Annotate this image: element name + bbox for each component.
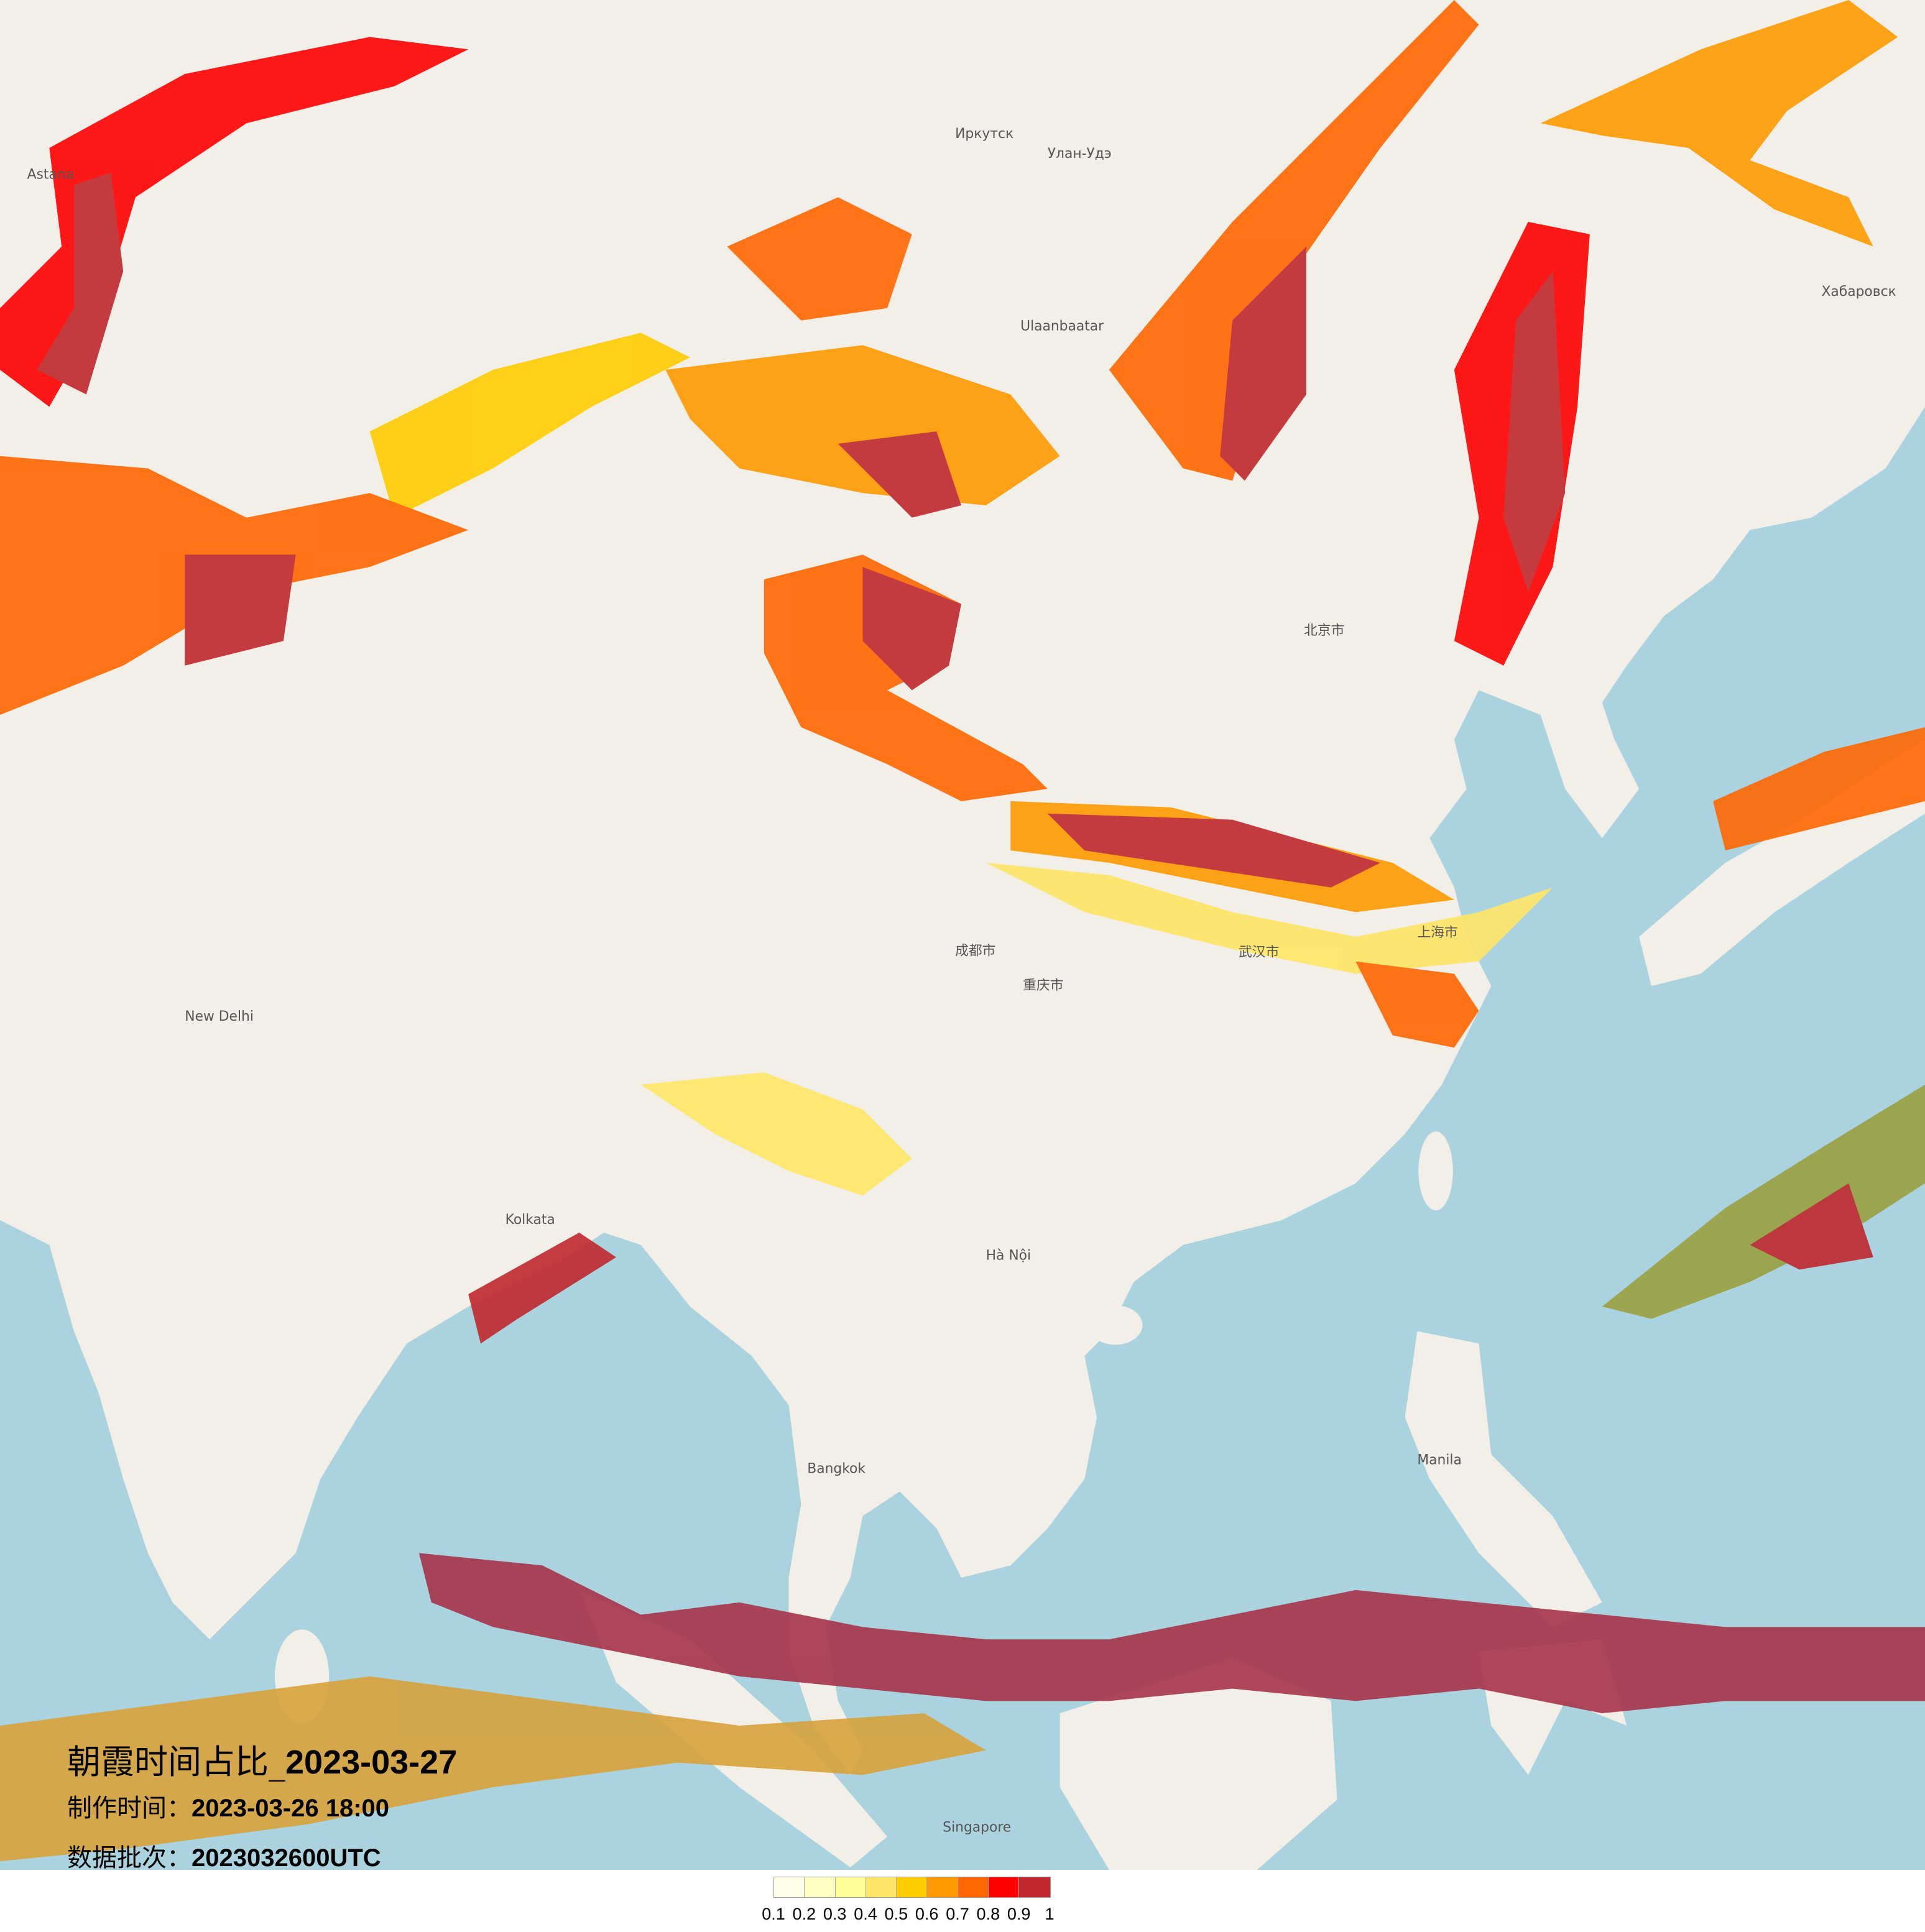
taiwan	[1418, 1131, 1453, 1211]
borneo	[1059, 1657, 1337, 1870]
legend-tick-label: 1	[1045, 1905, 1055, 1923]
band-west-siberia-dark	[37, 172, 124, 395]
title-prefix: 朝霞时间占比_	[67, 1742, 285, 1782]
legend-tick-label: 0.7	[946, 1905, 969, 1923]
band-altai	[369, 333, 690, 518]
band-mongolia-dark	[838, 431, 962, 518]
band-mongolia	[665, 345, 1060, 505]
legend-swatch	[989, 1877, 1020, 1897]
band-pacific-dark	[1750, 1183, 1873, 1270]
map-label: New Delhi	[185, 1009, 254, 1024]
band-west-siberia	[0, 37, 469, 407]
band-manchuria-dark	[1220, 246, 1306, 481]
figure-title: 朝霞时间占比_2023-03-27	[67, 1734, 457, 1783]
data-batch: 数据批次：2023032600UTC	[67, 1838, 381, 1874]
band-yellow-river-dark	[1047, 813, 1380, 888]
map-label: 北京市	[1304, 623, 1344, 638]
band-ordos-dark	[862, 567, 962, 691]
map-label: Hà Nội	[986, 1248, 1031, 1263]
legend-swatch	[805, 1877, 836, 1897]
legend-swatch	[835, 1877, 866, 1897]
band-liaoning-dark	[1503, 271, 1566, 592]
color-legend	[773, 1877, 1051, 1898]
legend-tick-label: 0.8	[976, 1905, 1000, 1923]
map-label: Manila	[1417, 1453, 1461, 1468]
production-time-value: 2023-03-26 18:00	[192, 1795, 390, 1822]
map-label: 重庆市	[1023, 978, 1063, 993]
map-label: Ulaanbaatar	[1020, 318, 1104, 334]
band-manchuria-north	[1109, 0, 1479, 481]
legend-swatch	[774, 1877, 805, 1897]
map-label: 上海市	[1417, 925, 1457, 941]
band-baikal	[727, 197, 912, 321]
legend-tick-label: 0.6	[915, 1905, 939, 1923]
band-tropics-south	[0, 1676, 986, 1862]
map-label: Singapore	[943, 1820, 1011, 1836]
map[interactable]: Иркутск Улан-Удэ Ulaanbaatar 北京市 上海市 武汉市…	[0, 0, 1925, 1870]
map-labels: Иркутск Улан-Удэ Ulaanbaatar 北京市 上海市 武汉市…	[27, 126, 1896, 1835]
band-pacific	[1602, 1084, 1925, 1319]
hainan	[1088, 1305, 1143, 1345]
legend-swatch	[866, 1877, 897, 1897]
legend-tick-label: 0.1	[762, 1905, 785, 1923]
band-japan	[1713, 727, 1925, 851]
map-label: Хабаровск	[1822, 284, 1896, 300]
band-far-east	[1540, 0, 1898, 247]
legend-swatch	[897, 1877, 928, 1897]
title-date: 2023-03-27	[285, 1744, 458, 1781]
map-label: 成都市	[955, 944, 995, 959]
production-time: 制作时间：2023-03-26 18:00	[67, 1788, 389, 1824]
map-label: 武汉市	[1239, 945, 1279, 960]
philippines	[1405, 1331, 1602, 1627]
legend-swatch	[958, 1877, 989, 1897]
legend-tick-label: 0.3	[823, 1905, 847, 1923]
band-tropics	[418, 1553, 1925, 1714]
legend-tick-labels: 0.1 0.2 0.3 0.4 0.5 0.6 0.7 0.8 0.9 1	[762, 1905, 1054, 1927]
legend-tick-label: 0.2	[792, 1905, 816, 1923]
band-india-coast	[468, 1232, 617, 1344]
production-time-label: 制作时间：	[67, 1794, 192, 1823]
band-yunnan	[640, 1072, 912, 1196]
map-label: Astana	[27, 167, 74, 183]
legend-tick-label: 0.5	[884, 1905, 908, 1923]
band-kazakh-dark	[185, 554, 296, 666]
band-east-china-coast	[1355, 961, 1479, 1048]
glow-overlay	[0, 0, 1925, 1862]
legend-tick-label: 0.4	[854, 1905, 877, 1923]
legend-swatch	[1019, 1877, 1050, 1897]
legend-swatch	[927, 1877, 958, 1897]
data-batch-value: 2023032600UTC	[192, 1844, 381, 1872]
map-label: Bangkok	[807, 1461, 866, 1477]
data-batch-label: 数据批次：	[67, 1844, 192, 1872]
legend-tick-label: 0.9	[1007, 1905, 1031, 1923]
band-yangtze	[986, 863, 1553, 974]
map-label: Улан-Удэ	[1048, 146, 1112, 162]
map-label: Иркутск	[955, 126, 1013, 142]
map-label: Kolkata	[505, 1212, 555, 1228]
